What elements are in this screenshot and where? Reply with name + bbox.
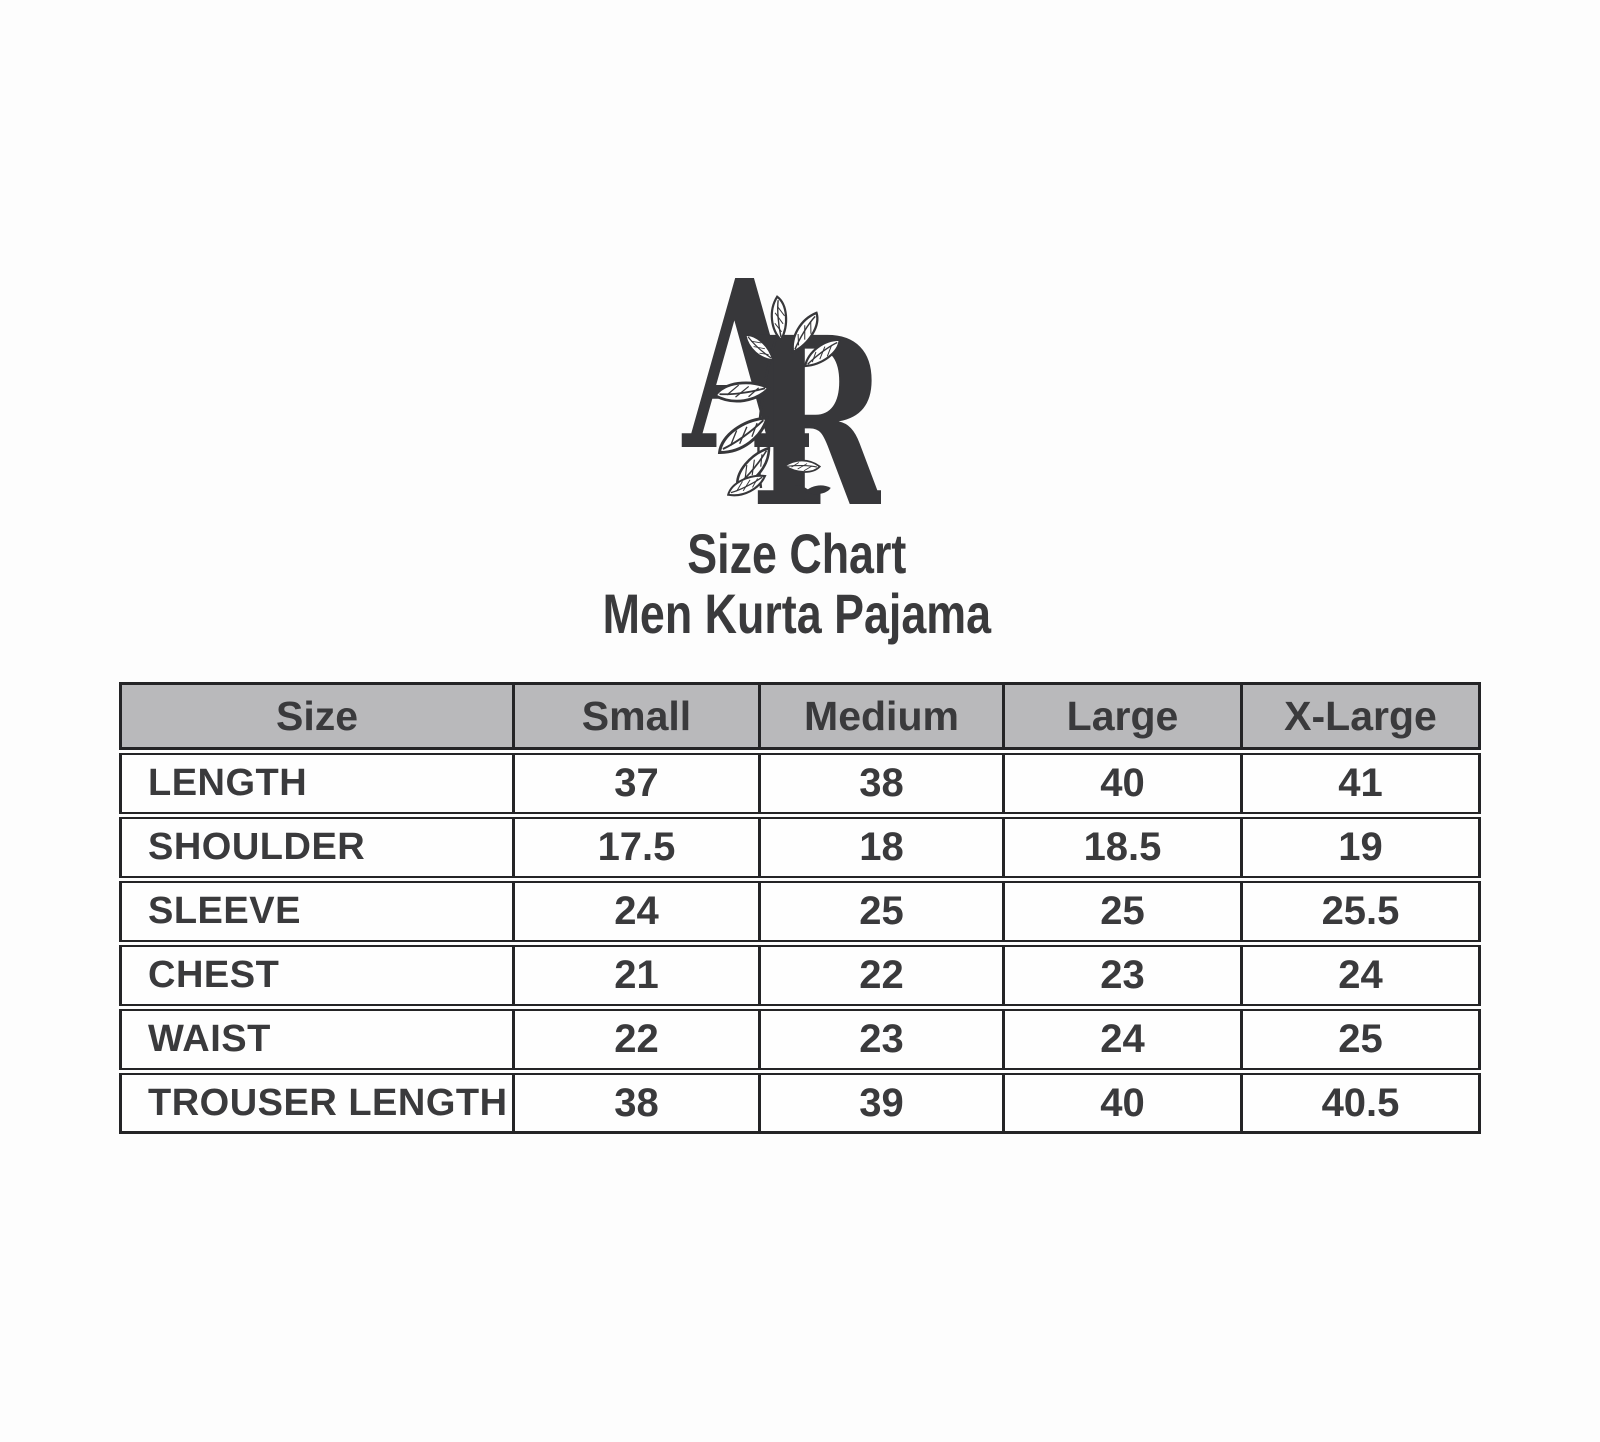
leaf-branch-icon — [712, 295, 846, 506]
row-label-trouser-length: TROUSER LENGTH — [119, 1073, 515, 1134]
cell-waist-medium: 23 — [761, 1009, 1005, 1070]
chart-title: Size Chart — [687, 522, 907, 585]
cell-trouser-length-xlarge: 40.5 — [1243, 1073, 1481, 1134]
cell-length-small: 37 — [515, 753, 761, 814]
cell-sleeve-medium: 25 — [761, 881, 1005, 942]
table-row-waist: WAIST 22 23 24 25 — [119, 1009, 1481, 1070]
cell-sleeve-large: 25 — [1005, 881, 1243, 942]
row-label-length: LENGTH — [119, 753, 515, 814]
cell-shoulder-xlarge: 19 — [1243, 817, 1481, 878]
column-header-medium: Medium — [761, 682, 1005, 750]
table-row-shoulder: SHOULDER 17.5 18 18.5 19 — [119, 817, 1481, 878]
size-chart-table: Size Small Medium Large X-Large LENGTH 3… — [119, 679, 1481, 1137]
cell-chest-medium: 22 — [761, 945, 1005, 1006]
cell-waist-large: 24 — [1005, 1009, 1243, 1070]
cell-trouser-length-large: 40 — [1005, 1073, 1243, 1134]
cell-chest-large: 23 — [1005, 945, 1243, 1006]
table-header-row: Size Small Medium Large X-Large — [119, 682, 1481, 750]
column-header-large: Large — [1005, 682, 1243, 750]
chart-subtitle: Men Kurta Pajama — [602, 582, 991, 645]
cell-length-medium: 38 — [761, 753, 1005, 814]
table-row-sleeve: SLEEVE 24 25 25 25.5 — [119, 881, 1481, 942]
cell-length-large: 40 — [1005, 753, 1243, 814]
table-row-trouser-length: TROUSER LENGTH 38 39 40 40.5 — [119, 1073, 1481, 1134]
cell-waist-xlarge: 25 — [1243, 1009, 1481, 1070]
column-header-size: Size — [119, 682, 515, 750]
brand-logo: A R — [681, 278, 881, 506]
cell-chest-xlarge: 24 — [1243, 945, 1481, 1006]
cell-sleeve-small: 24 — [515, 881, 761, 942]
cell-waist-small: 22 — [515, 1009, 761, 1070]
cell-trouser-length-small: 38 — [515, 1073, 761, 1134]
cell-sleeve-xlarge: 25.5 — [1243, 881, 1481, 942]
row-label-waist: WAIST — [119, 1009, 515, 1070]
cell-shoulder-large: 18.5 — [1005, 817, 1243, 878]
table-row-length: LENGTH 37 38 40 41 — [119, 753, 1481, 814]
row-label-sleeve: SLEEVE — [119, 881, 515, 942]
column-header-small: Small — [515, 682, 761, 750]
cell-trouser-length-medium: 39 — [761, 1073, 1005, 1134]
row-label-shoulder: SHOULDER — [119, 817, 515, 878]
ar-monogram-icon: A R — [681, 278, 881, 506]
cell-length-xlarge: 41 — [1243, 753, 1481, 814]
cell-chest-small: 21 — [515, 945, 761, 1006]
row-label-chest: CHEST — [119, 945, 515, 1006]
cell-shoulder-small: 17.5 — [515, 817, 761, 878]
cell-shoulder-medium: 18 — [761, 817, 1005, 878]
title-block: Size Chart Men Kurta Pajama — [0, 524, 1600, 644]
column-header-xlarge: X-Large — [1243, 682, 1481, 750]
table-row-chest: CHEST 21 22 23 24 — [119, 945, 1481, 1006]
